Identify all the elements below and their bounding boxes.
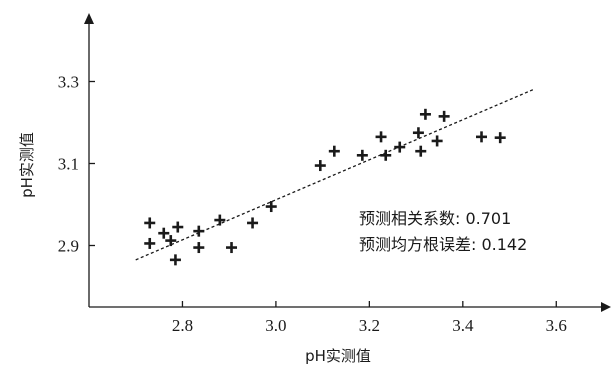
data-point (144, 237, 156, 249)
y-axis-arrow (84, 13, 94, 24)
annotation-correlation: 预测相关系数: 0.701 (359, 209, 511, 228)
data-point (415, 145, 427, 157)
data-point (169, 254, 181, 266)
data-point (476, 131, 488, 143)
data-point (412, 127, 424, 139)
data-point (394, 141, 406, 153)
data-point (193, 242, 205, 254)
x-axis-title: pH实测值 (305, 347, 371, 365)
x-tick-label: 3.4 (452, 316, 474, 335)
data-point (314, 160, 326, 172)
data-point (494, 132, 506, 144)
data-point (380, 149, 392, 161)
y-tick-label: 3.1 (58, 155, 79, 174)
y-ticks (89, 80, 95, 247)
data-point (375, 131, 387, 143)
x-tick-label: 3.0 (265, 316, 286, 335)
x-tick-labels: 2.8 3.0 3.2 3.4 3.6 (172, 316, 567, 335)
data-point (328, 145, 340, 157)
data-point (193, 225, 205, 237)
x-tick-label: 2.8 (172, 316, 193, 335)
y-axis-title: pH实测值 (18, 132, 36, 198)
data-points (144, 108, 506, 266)
x-axis-arrow (601, 302, 611, 312)
x-ticks (181, 301, 557, 307)
axes (88, 20, 603, 308)
data-point (165, 235, 177, 247)
data-point (419, 108, 431, 120)
y-tick-label: 2.9 (58, 237, 79, 256)
annotation-rmse: 预测均方根误差: 0.142 (359, 235, 527, 254)
data-point (356, 149, 368, 161)
data-point (172, 221, 184, 233)
x-tick-label: 3.6 (546, 316, 567, 335)
data-point (247, 217, 259, 229)
y-tick-label: 3.3 (58, 73, 79, 92)
data-point (265, 201, 277, 213)
data-point (144, 217, 156, 229)
data-point (438, 110, 450, 122)
y-tick-labels: 2.9 3.1 3.3 (58, 73, 79, 256)
data-point (158, 227, 170, 239)
data-point (226, 242, 238, 254)
data-point (431, 135, 443, 147)
data-point (214, 214, 226, 226)
x-tick-label: 3.2 (359, 316, 380, 335)
